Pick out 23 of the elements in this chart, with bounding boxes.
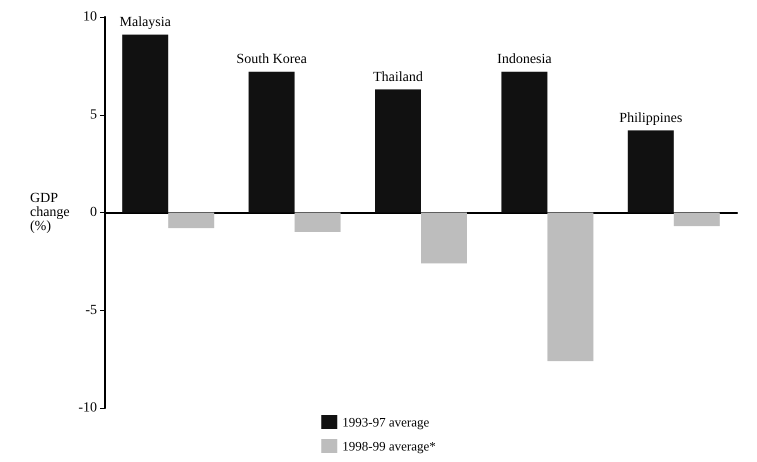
bar (122, 34, 168, 212)
bar (375, 89, 421, 212)
x-tick-label: Thailand (373, 70, 423, 85)
x-tick-label: South Korea (236, 52, 308, 68)
y-axis-title: GDP change (%) (30, 191, 70, 234)
legend-label: 1998-99 average* (342, 438, 436, 454)
bar (674, 212, 720, 226)
y-tick-label: -5 (85, 302, 97, 318)
bar (547, 212, 594, 362)
legend-label: 1993-97 average (342, 414, 430, 430)
y-tick-label: 0 (90, 205, 97, 220)
x-tick-label: Philippines (619, 110, 682, 126)
bar (168, 212, 214, 228)
bar (421, 212, 467, 264)
y-tick-label: 10 (83, 10, 97, 24)
y-tick-label: 5 (90, 107, 97, 122)
bar (294, 212, 341, 232)
bar (501, 72, 548, 212)
bar (248, 72, 295, 212)
bar (628, 130, 674, 212)
x-tick-label: Malaysia (120, 15, 172, 30)
x-tick-label: Indonesia (497, 52, 552, 68)
y-tick-label: -10 (78, 400, 97, 416)
